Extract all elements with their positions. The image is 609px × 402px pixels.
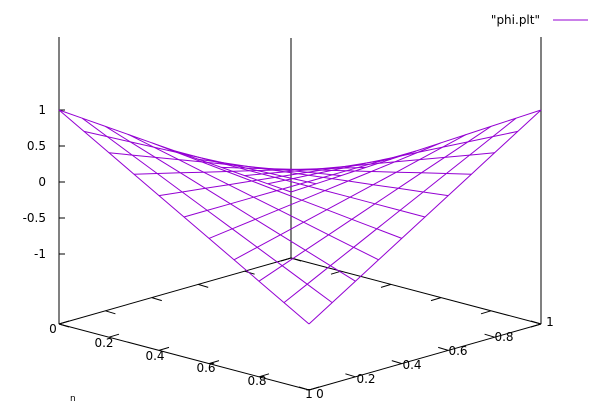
x-tick-back-3 bbox=[430, 297, 442, 302]
z-tick-label-neg1: -1 bbox=[34, 247, 46, 261]
z-tick-label-0: 0 bbox=[38, 175, 46, 189]
stray-mark: n bbox=[70, 394, 76, 402]
mesh-line-y-6 bbox=[198, 158, 449, 197]
x-tick-2 bbox=[158, 346, 170, 351]
x-tick-back-5 bbox=[530, 323, 542, 328]
x-tick-label-0.4: 0.4 bbox=[145, 349, 164, 363]
x-tick-1 bbox=[108, 333, 120, 338]
mesh-line-y-8 bbox=[244, 152, 495, 177]
mesh-line-y-10 bbox=[290, 109, 542, 193]
axis-ticks bbox=[58, 109, 542, 391]
y-tick-back-2 bbox=[151, 297, 162, 302]
x-tick-back-0 bbox=[280, 257, 292, 262]
x-tick-4 bbox=[258, 373, 270, 378]
mesh-line-x-9 bbox=[283, 117, 517, 303]
mesh-line-y-7 bbox=[221, 166, 472, 175]
x-tick-label-0.8: 0.8 bbox=[247, 374, 266, 388]
y-tick-back-1 bbox=[105, 310, 116, 315]
y-tick-label-0.2: 0.2 bbox=[356, 372, 375, 386]
x-tick-back-2 bbox=[380, 283, 392, 288]
z-tick-label-neg0.5: -0.5 bbox=[23, 211, 46, 225]
mesh-line-x-10 bbox=[308, 109, 542, 325]
base-frame bbox=[58, 37, 542, 391]
mesh-line-y-9 bbox=[267, 130, 518, 185]
mesh-line-x-8 bbox=[258, 125, 492, 282]
legend: "phi.plt" bbox=[491, 13, 588, 27]
x-axis-front-edge bbox=[58, 323, 310, 391]
y-axis-front-edge bbox=[308, 323, 542, 391]
x-tick-label-1: 1 bbox=[305, 387, 313, 401]
y-tick-back-3 bbox=[198, 283, 209, 288]
y-tick-1 bbox=[345, 373, 356, 378]
x-tick-label-0.6: 0.6 bbox=[196, 361, 215, 375]
surface-mesh bbox=[58, 109, 542, 325]
y-tick-label-0.4: 0.4 bbox=[402, 358, 421, 372]
y-tick-label-0.6: 0.6 bbox=[448, 344, 467, 358]
y-tick-0 bbox=[298, 386, 310, 391]
y-tick-2 bbox=[391, 360, 402, 365]
legend-label: "phi.plt" bbox=[491, 13, 540, 27]
y-tick-label-0: 0 bbox=[316, 387, 324, 401]
y-tick-5 bbox=[530, 320, 542, 325]
y-tick-3 bbox=[438, 346, 449, 351]
base-back-left-edge bbox=[58, 257, 292, 325]
y-tick-label-1: 1 bbox=[546, 315, 554, 329]
x-tick-label-0: 0 bbox=[49, 322, 57, 336]
y-tick-label-0.8: 0.8 bbox=[494, 330, 513, 344]
mesh-line-x-7 bbox=[233, 134, 467, 261]
x-tick-5 bbox=[308, 386, 320, 391]
y-tick-back-0 bbox=[58, 323, 70, 328]
x-tick-3 bbox=[208, 360, 220, 365]
z-tick-label-0.5: 0.5 bbox=[27, 139, 46, 153]
x-tick-label-0.2: 0.2 bbox=[94, 336, 113, 350]
x-tick-back-4 bbox=[480, 310, 492, 315]
base-back-right-edge bbox=[290, 257, 542, 325]
y-tick-4 bbox=[484, 333, 495, 338]
z-tick-label-1: 1 bbox=[38, 103, 46, 117]
x-tick-0 bbox=[58, 320, 70, 325]
mesh-line-x-6 bbox=[208, 142, 442, 239]
tick-labels: 1 0.5 0 -0.5 -1 0 0.2 0.4 0.6 0.8 1 0 0.… bbox=[23, 103, 554, 401]
